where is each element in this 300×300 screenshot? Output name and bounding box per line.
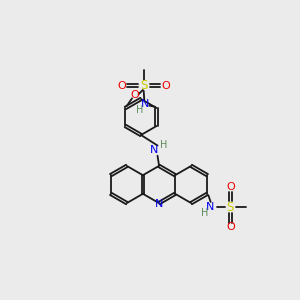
Text: H: H <box>136 104 143 115</box>
Text: O: O <box>130 90 140 100</box>
Text: H: H <box>201 208 208 218</box>
Text: O: O <box>226 182 235 192</box>
Text: O: O <box>226 222 235 233</box>
Text: O: O <box>161 80 170 91</box>
Text: N: N <box>150 145 159 155</box>
Text: S: S <box>227 201 234 214</box>
Text: N: N <box>155 199 163 209</box>
Text: H: H <box>160 140 167 150</box>
Text: O: O <box>118 80 127 91</box>
Text: N: N <box>206 202 214 212</box>
Text: N: N <box>140 99 149 110</box>
Text: S: S <box>140 79 147 92</box>
